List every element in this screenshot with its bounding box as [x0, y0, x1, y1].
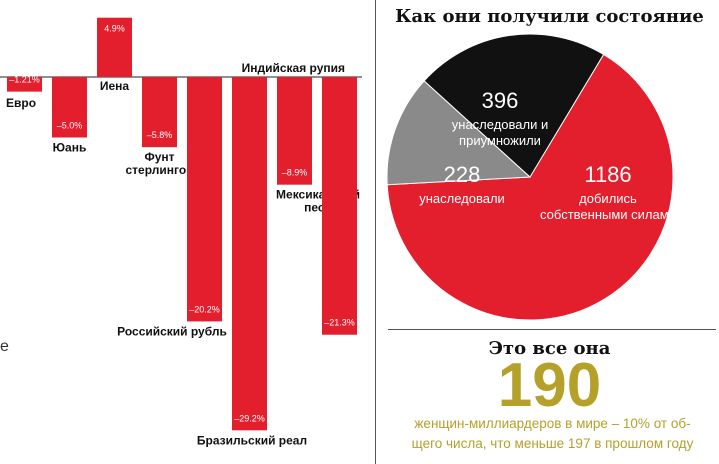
category-label-4: Российский рубль: [117, 324, 227, 338]
pie-slice-2: [423, 33, 605, 178]
bar-3: [142, 77, 177, 148]
pie-slice-1: [386, 80, 532, 186]
women-billionaires-count: 190: [497, 351, 602, 420]
bar-7: [322, 77, 357, 335]
value-label-4: –20.2%: [189, 304, 220, 314]
value-label-0: –1.21%: [9, 75, 40, 85]
pie-label-2: 396 унаследовали и приумножили: [452, 88, 548, 148]
bar-2: [97, 17, 132, 77]
bar-1: [52, 77, 87, 138]
vertical-divider: [375, 0, 376, 464]
horizontal-divider: [388, 329, 716, 330]
category-label-1: Юань: [53, 141, 87, 155]
category-label-2: Иена: [100, 79, 130, 93]
category-label-0: Евро: [6, 96, 36, 110]
value-label-6: –8.9%: [282, 168, 308, 178]
value-label-1: –5.0%: [57, 121, 83, 131]
category-label-7: Индийская рупия: [242, 61, 345, 75]
currency-bar-chart: –1.21% Евро –5.0% Юань 4.9% Иена –5.8% Фунт стер…: [0, 17, 362, 447]
value-label-5: –29.2%: [234, 413, 265, 423]
value-label-7: –21.3%: [324, 318, 355, 328]
pie-label-1: 228 унаследовали: [419, 162, 505, 206]
category-label-5: Бразильский реал: [197, 433, 307, 447]
cropped-text-fragment: е: [0, 338, 9, 355]
women-section-title: Это все она: [488, 338, 611, 359]
caption-line-2: щего числа, что меньше 197 в прошлом год…: [411, 436, 694, 451]
pie-chart-title: Как они получили состояние: [395, 6, 704, 27]
pie-slice-0: [386, 53, 674, 321]
pie-label-0: 1186 добились собственными силами: [540, 162, 676, 222]
women-billionaires-caption: женщин-миллиардеров в мире – 10% от об- …: [390, 414, 715, 454]
bar-6: [277, 77, 312, 185]
bar-5: [232, 77, 267, 431]
caption-line-1: женщин-миллиардеров в мире – 10% от об-: [414, 416, 691, 431]
category-label-3: Фунт стерлингов: [125, 150, 193, 177]
value-label-2: 4.9%: [104, 24, 125, 34]
bar-4: [187, 77, 222, 322]
value-label-3: –5.8%: [147, 130, 173, 140]
bar-0: [7, 77, 42, 92]
